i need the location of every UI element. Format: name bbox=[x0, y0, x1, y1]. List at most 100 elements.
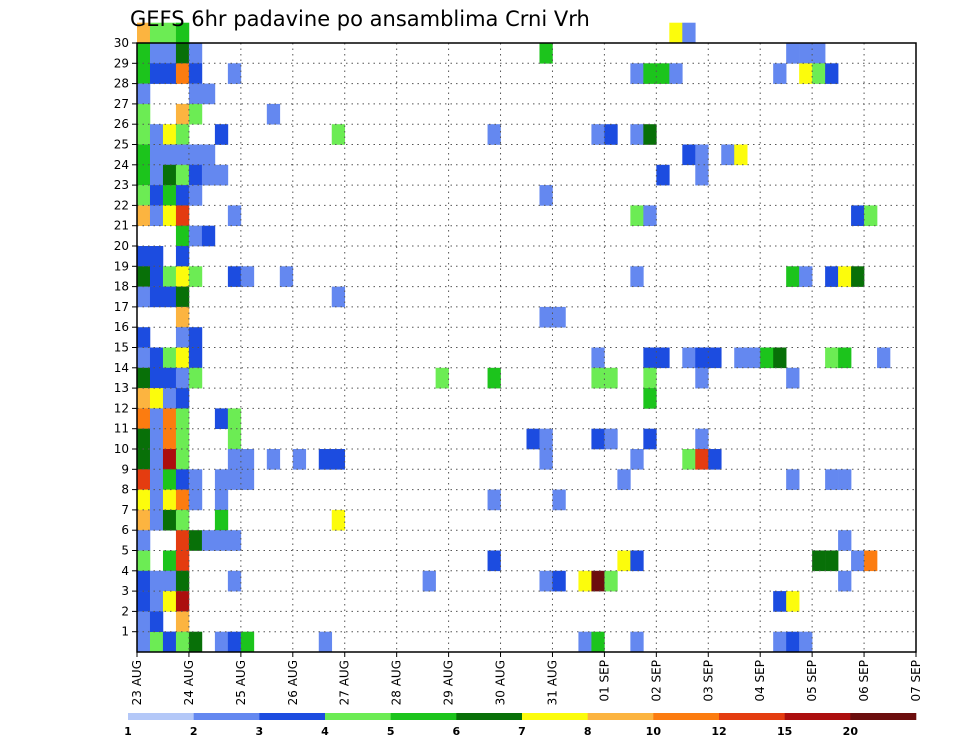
heat-cell bbox=[227, 449, 242, 470]
y-tick-label: 22 bbox=[114, 198, 129, 212]
heat-cell bbox=[175, 22, 190, 44]
heat-cell bbox=[137, 570, 151, 592]
heat-cell bbox=[786, 469, 800, 490]
heat-cell bbox=[162, 428, 177, 450]
heat-cell bbox=[201, 144, 216, 166]
heat-cell bbox=[137, 63, 151, 84]
heat-cell bbox=[162, 489, 177, 511]
heat-cell bbox=[695, 449, 709, 470]
y-tick-label: 15 bbox=[114, 341, 129, 355]
heat-cell bbox=[825, 550, 839, 572]
heat-cell bbox=[149, 367, 164, 389]
heat-cell bbox=[591, 631, 605, 653]
heat-cell bbox=[630, 550, 644, 572]
heat-cell bbox=[227, 570, 242, 592]
legend-label: 6 bbox=[453, 725, 461, 738]
heat-cell bbox=[630, 631, 644, 653]
x-tick-label: 02 SEP bbox=[649, 660, 663, 702]
heat-cell bbox=[137, 509, 151, 531]
y-tick-label: 10 bbox=[114, 442, 129, 456]
heat-cell bbox=[175, 428, 190, 450]
heat-cell bbox=[149, 631, 164, 653]
heat-cell bbox=[331, 286, 346, 308]
heat-cell bbox=[137, 550, 151, 572]
heat-cell bbox=[137, 205, 151, 226]
legend-swatch bbox=[390, 713, 457, 720]
heat-cell bbox=[149, 185, 164, 206]
heat-cell bbox=[162, 509, 177, 531]
y-tick-label: 4 bbox=[121, 564, 129, 578]
heat-cell bbox=[149, 164, 164, 186]
heat-cell bbox=[162, 388, 177, 409]
heat-cell bbox=[825, 347, 839, 369]
heat-cell bbox=[643, 63, 657, 84]
heat-cell bbox=[175, 469, 190, 490]
heat-cell bbox=[214, 124, 229, 145]
heat-cell bbox=[760, 347, 774, 369]
heat-cell bbox=[149, 286, 164, 308]
heat-cell bbox=[149, 611, 164, 632]
heat-cell bbox=[162, 449, 177, 470]
heat-cell bbox=[487, 489, 501, 511]
heat-cell bbox=[175, 611, 190, 632]
y-tick-label: 7 bbox=[121, 503, 129, 517]
heat-cell bbox=[137, 428, 151, 450]
heat-cell bbox=[643, 347, 657, 369]
heat-cell bbox=[149, 22, 164, 44]
heat-cell bbox=[851, 550, 865, 572]
y-tick-label: 3 bbox=[121, 584, 129, 598]
x-tick-label: 25 AUG bbox=[234, 660, 248, 705]
x-tick-label: 29 AUG bbox=[442, 660, 456, 705]
heat-cell bbox=[214, 509, 229, 531]
heat-cell bbox=[188, 530, 203, 551]
heat-cell bbox=[162, 43, 177, 64]
heat-cell bbox=[201, 530, 216, 551]
heat-cell bbox=[591, 367, 605, 389]
legend-label: 3 bbox=[256, 725, 264, 738]
heat-cell bbox=[812, 63, 826, 84]
heat-cell bbox=[137, 449, 151, 470]
heat-cell bbox=[682, 449, 696, 470]
heat-cell bbox=[175, 631, 190, 653]
heat-cell bbox=[708, 449, 722, 470]
heat-cell bbox=[786, 367, 800, 389]
legend-label: 7 bbox=[518, 725, 526, 738]
heat-cell bbox=[643, 428, 657, 450]
heat-cell bbox=[539, 185, 553, 206]
y-tick-label: 25 bbox=[114, 138, 129, 152]
heat-cell bbox=[786, 43, 800, 64]
y-tick-label: 6 bbox=[121, 523, 129, 537]
heat-cell bbox=[149, 43, 164, 64]
heatmap-cells bbox=[137, 22, 891, 653]
heat-cell bbox=[149, 205, 164, 226]
heat-cell bbox=[175, 327, 190, 348]
legend-swatch bbox=[784, 713, 851, 720]
heat-cell bbox=[162, 22, 177, 44]
x-tick-label: 30 AUG bbox=[494, 660, 508, 705]
heat-cell bbox=[539, 570, 553, 592]
heat-cell bbox=[175, 205, 190, 226]
heat-cell bbox=[175, 124, 190, 145]
heat-cell bbox=[240, 631, 255, 653]
heat-cell bbox=[214, 469, 229, 490]
heat-cell bbox=[812, 550, 826, 572]
legend-label: 8 bbox=[584, 725, 592, 738]
legend-label: 10 bbox=[646, 725, 662, 738]
heat-cell bbox=[162, 124, 177, 145]
x-tick-label: 07 SEP bbox=[909, 660, 923, 702]
y-axis: 1234567891011121314151617181920212223242… bbox=[114, 36, 137, 639]
heat-cell bbox=[695, 144, 709, 166]
y-tick-label: 27 bbox=[114, 97, 129, 111]
heat-cell bbox=[630, 124, 644, 145]
heat-cell bbox=[591, 347, 605, 369]
heat-cell bbox=[799, 631, 813, 653]
y-tick-label: 30 bbox=[114, 36, 129, 50]
heat-cell bbox=[162, 205, 177, 226]
legend-swatch bbox=[456, 713, 523, 720]
heat-cell bbox=[617, 469, 631, 490]
heat-cell bbox=[175, 246, 190, 267]
heat-cell bbox=[552, 489, 566, 511]
heat-cell bbox=[240, 449, 255, 470]
heat-cell bbox=[137, 367, 151, 389]
legend-swatch bbox=[522, 713, 588, 720]
